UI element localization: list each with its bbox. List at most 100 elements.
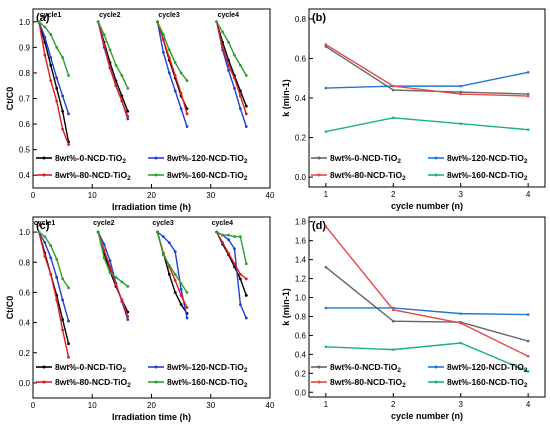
series-line — [216, 231, 247, 280]
panel-label: (b) — [312, 12, 326, 24]
data-point — [459, 92, 463, 96]
legend-item: 8wt%-0-NCD-TiO2 — [311, 362, 401, 374]
data-point — [244, 112, 248, 116]
data-point — [161, 253, 165, 257]
data-point — [324, 225, 328, 228]
series-3 — [324, 341, 530, 373]
data-point — [55, 275, 59, 279]
x-tick-label: 3 — [458, 400, 463, 409]
series-0 — [324, 45, 530, 96]
data-point — [49, 244, 53, 248]
data-point — [238, 63, 242, 67]
legend-marker — [42, 380, 46, 384]
data-point — [114, 79, 118, 82]
y-axis-label: Ct/C0 — [5, 296, 15, 320]
legend-label: 8wt%-80-NCD-TiO2 — [55, 377, 131, 389]
data-point — [227, 58, 230, 62]
data-point — [96, 20, 100, 24]
y-tick-label: 0.6 — [295, 54, 307, 63]
series-3 — [324, 116, 530, 133]
data-point — [459, 312, 463, 315]
data-point — [233, 247, 236, 251]
data-point — [179, 107, 183, 111]
x-axis-label: cycle number (n) — [391, 411, 463, 421]
series-line — [97, 21, 129, 117]
data-point — [238, 303, 242, 306]
data-point — [120, 99, 124, 103]
data-point — [120, 74, 124, 77]
x-tick-label: 30 — [206, 191, 215, 200]
data-point — [167, 272, 171, 276]
data-point — [167, 48, 171, 52]
data-point — [244, 125, 248, 129]
data-point — [102, 242, 106, 246]
data-point — [108, 271, 112, 275]
y-tick-label: 1.4 — [295, 256, 307, 265]
data-point — [185, 316, 189, 320]
plot-frame — [308, 216, 546, 398]
series-line — [38, 21, 70, 145]
y-tick-label: 0.8 — [19, 258, 31, 267]
data-point — [67, 74, 70, 77]
data-point — [67, 286, 70, 290]
legend-item: 8wt%-120-NCD-TiO2 — [428, 153, 528, 165]
legend-marker — [434, 173, 438, 177]
y-tick-label: 1.0 — [295, 294, 307, 303]
data-point — [215, 230, 219, 234]
data-point — [244, 104, 248, 108]
data-point — [244, 316, 248, 320]
y-axis-label: k (min-1) — [281, 288, 291, 326]
data-point — [167, 263, 171, 267]
data-point — [238, 107, 242, 111]
series-line — [325, 45, 529, 95]
data-point — [179, 288, 183, 291]
data-point — [459, 90, 463, 94]
data-point — [161, 51, 165, 54]
legend-label: 8wt%-160-NCD-TiO2 — [447, 377, 528, 389]
legend-item: 8wt%-80-NCD-TiO2 — [311, 377, 406, 389]
data-point — [126, 109, 130, 113]
legend-item: 8wt%-120-NCD-TiO2 — [148, 362, 248, 374]
data-point — [43, 25, 47, 29]
series-1 — [324, 306, 530, 316]
data-point — [244, 74, 248, 77]
data-point — [55, 76, 59, 80]
legend-item: 8wt%-160-NCD-TiO2 — [148, 377, 248, 389]
legend-item: 8wt%-120-NCD-TiO2 — [428, 362, 528, 374]
data-point — [526, 339, 530, 343]
x-tick-label: 10 — [88, 401, 97, 410]
data-point — [185, 112, 189, 116]
legend-marker — [317, 365, 321, 369]
legend-label: 8wt%-0-NCD-TiO2 — [55, 153, 126, 165]
data-point — [108, 265, 112, 269]
cycle-annotation: cycle3 — [152, 220, 174, 227]
data-point — [526, 128, 530, 131]
data-point — [43, 241, 47, 245]
data-point — [227, 233, 230, 237]
y-tick-label: 1.6 — [295, 237, 307, 246]
data-point — [459, 341, 463, 345]
panel-2: (c) 0.0 0.2 0.4 0.6 0.8 1.0 0 10 20 30 40 Irradiatio… — [5, 216, 275, 422]
data-point — [55, 99, 59, 103]
data-point — [67, 342, 70, 346]
data-point — [391, 348, 395, 351]
data-point — [114, 283, 118, 287]
data-point — [55, 257, 59, 261]
legend-marker — [154, 156, 158, 160]
data-point — [459, 321, 463, 325]
data-point — [238, 94, 242, 98]
data-point — [49, 56, 53, 59]
data-point — [526, 70, 530, 74]
data-point — [526, 313, 530, 316]
series-3 — [37, 20, 248, 90]
series-2 — [324, 225, 530, 358]
data-point — [526, 94, 530, 98]
x-axis-label: cycle number (n) — [391, 201, 463, 211]
data-point — [126, 115, 130, 118]
data-point — [67, 355, 70, 359]
legend: 8wt%-0-NCD-TiO2 8wt%-120-NCD-TiO2 8wt%-80-… — [36, 153, 248, 182]
series-line — [38, 21, 70, 143]
legend-label: 8wt%-80-NCD-TiO2 — [330, 170, 406, 182]
data-point — [185, 79, 189, 82]
data-point — [238, 272, 242, 276]
